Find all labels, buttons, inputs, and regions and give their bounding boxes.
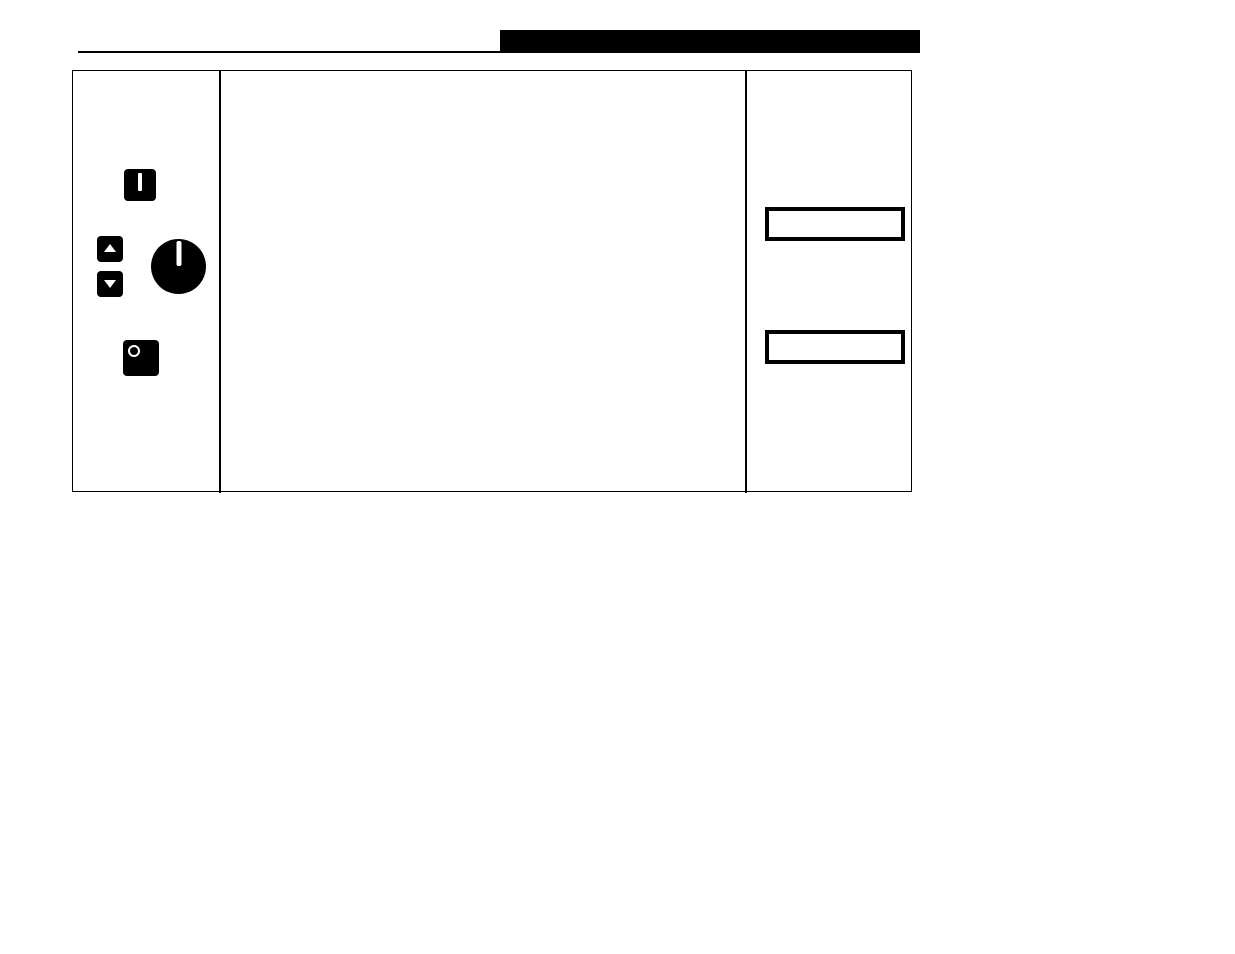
down-button[interactable] <box>97 271 123 297</box>
header-black-bar <box>500 30 920 52</box>
display-2 <box>765 330 905 364</box>
power-button[interactable] <box>124 169 156 201</box>
up-button[interactable] <box>97 236 123 262</box>
column-divider-2 <box>745 71 747 493</box>
column-divider-1 <box>219 71 221 493</box>
power-tick-icon <box>138 173 142 191</box>
knob-tick-icon <box>176 241 181 266</box>
main-panel <box>72 70 912 492</box>
triangle-down-icon <box>104 280 116 288</box>
triangle-up-icon <box>104 244 116 252</box>
record-button[interactable] <box>123 340 159 376</box>
display-1 <box>765 207 905 241</box>
header-underline <box>78 51 920 53</box>
record-circle-icon <box>128 345 140 357</box>
rotary-knob[interactable] <box>151 239 206 294</box>
